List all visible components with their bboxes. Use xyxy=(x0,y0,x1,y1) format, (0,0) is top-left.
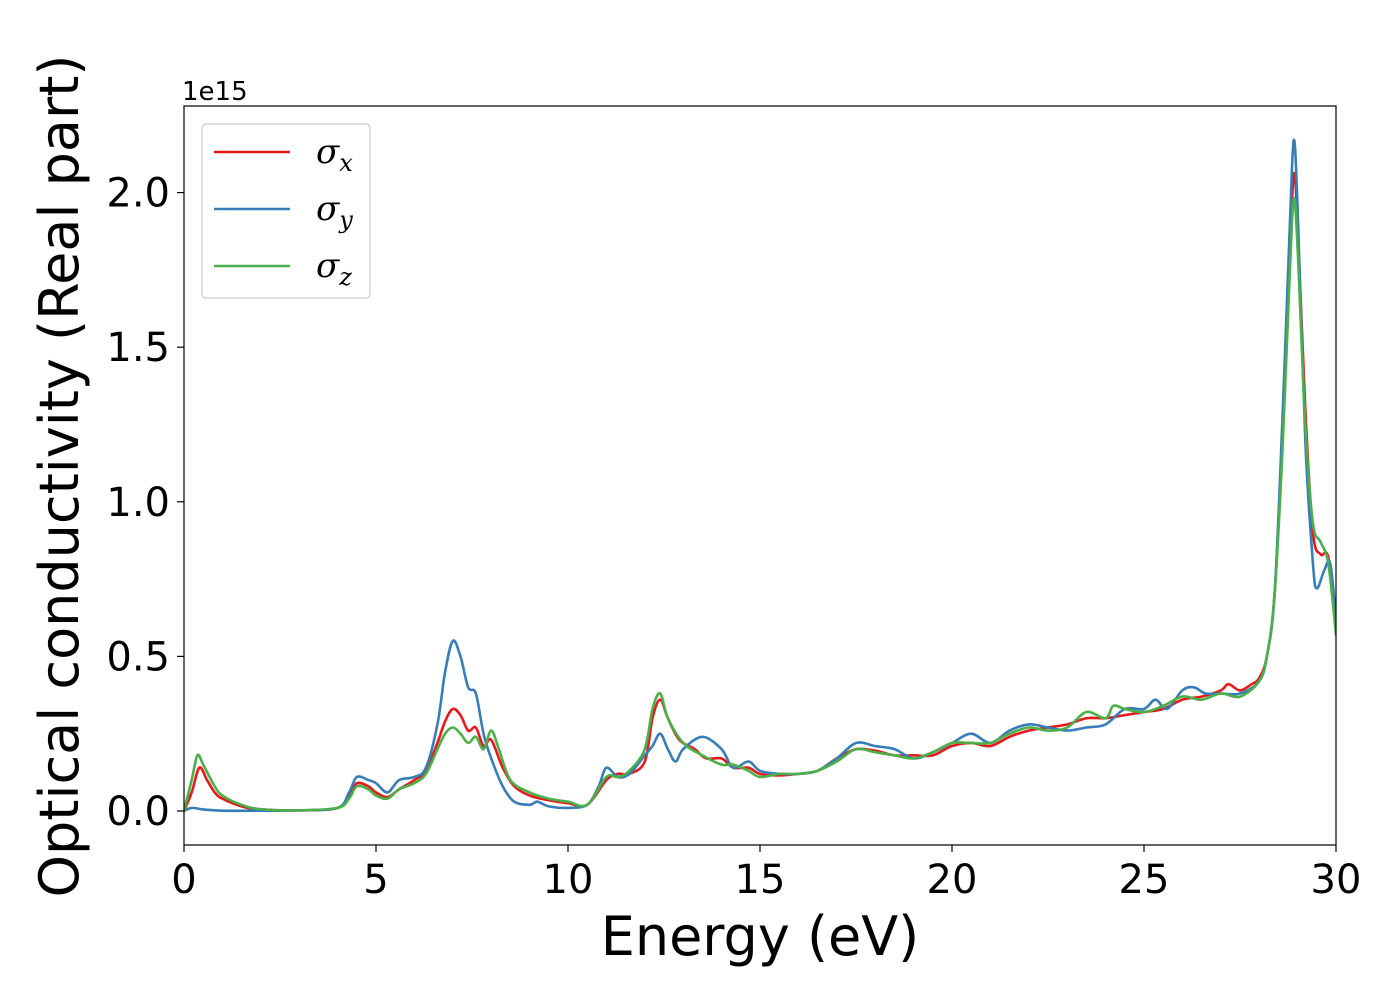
series-line-z xyxy=(184,197,1336,813)
x-axis-title: Energy (eV) xyxy=(601,905,920,968)
y-offset-text: 1e15 xyxy=(182,77,248,107)
x-tick-label: 0 xyxy=(171,857,196,903)
y-axis: 0.0 0.5 1.0 1.5 2.0 xyxy=(106,171,184,835)
y-axis-title: Optical conductivity (Real part) xyxy=(28,55,91,898)
y-tick-label: 1.5 xyxy=(106,325,170,371)
x-axis: 0 5 10 15 20 25 30 xyxy=(171,845,1361,903)
y-tick-label: 0.5 xyxy=(106,634,170,680)
x-tick-label: 25 xyxy=(1119,857,1170,903)
x-tick-label: 5 xyxy=(363,857,388,903)
series-layer xyxy=(184,138,1336,813)
y-tick-label: 1.0 xyxy=(106,480,170,526)
x-tick-label: 20 xyxy=(927,857,978,903)
y-tick-label: 2.0 xyxy=(106,171,170,217)
x-tick-label: 30 xyxy=(1311,857,1362,903)
legend-frame xyxy=(201,123,371,299)
x-tick-label: 15 xyxy=(735,857,786,903)
plot-area-background xyxy=(184,106,1336,845)
y-tick-label: 0.0 xyxy=(106,789,170,835)
x-tick-label: 10 xyxy=(543,857,594,903)
